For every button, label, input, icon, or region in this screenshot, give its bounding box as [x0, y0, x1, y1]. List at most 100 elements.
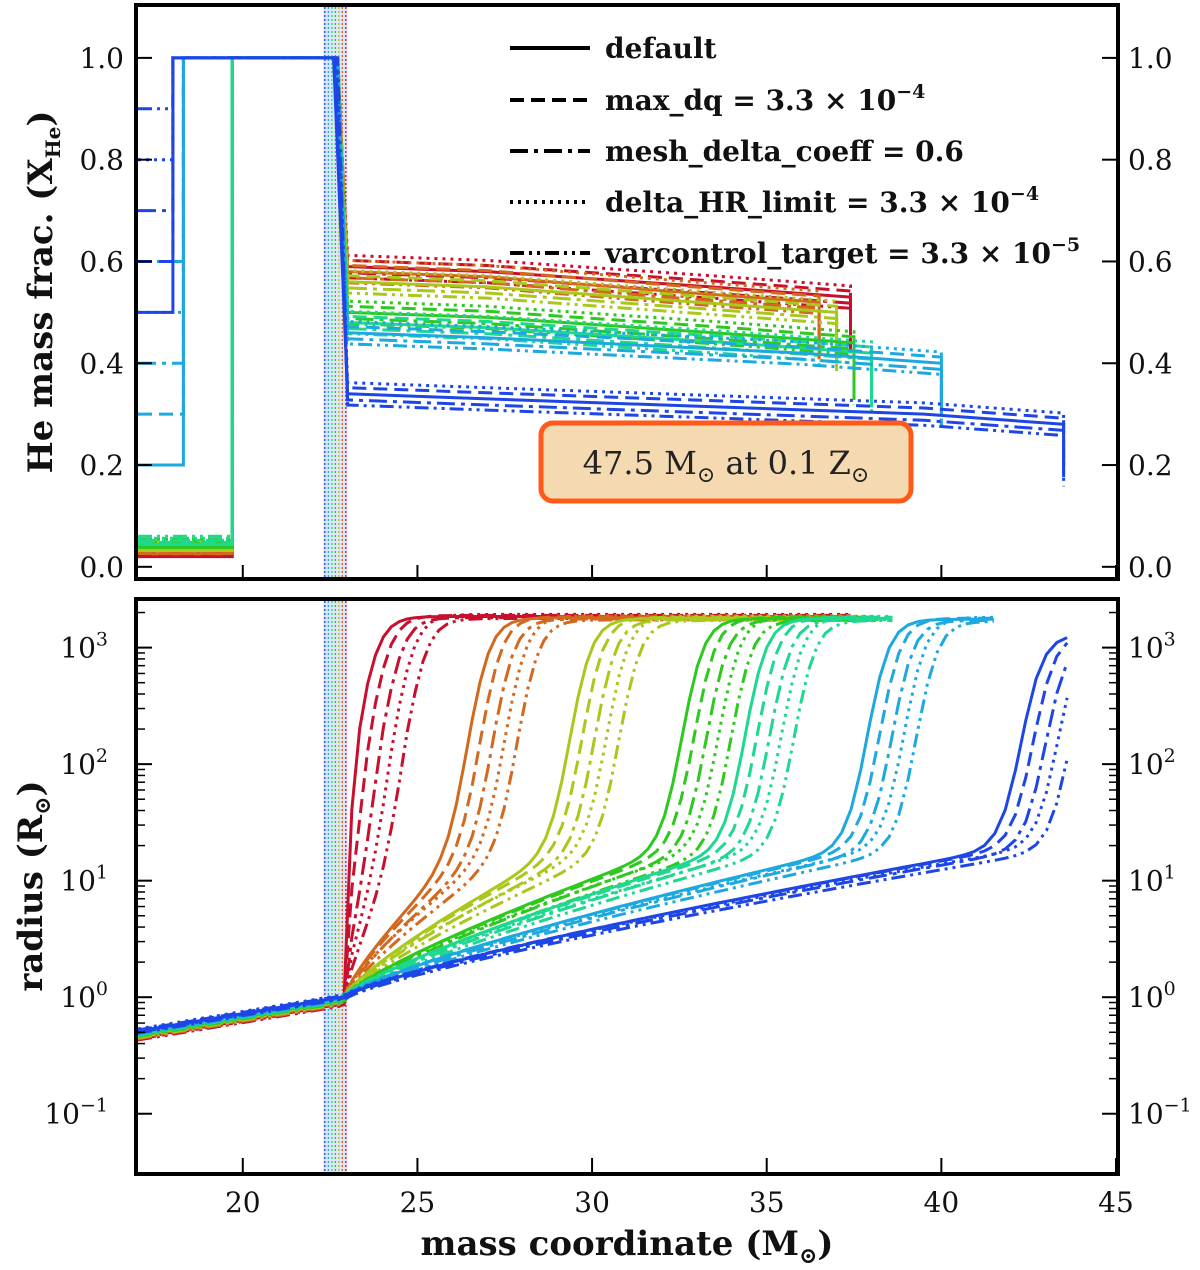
- bottom-ylabel-sun: ⊙: [30, 796, 56, 814]
- annotation-mass: 47.5 M: [583, 444, 697, 482]
- legend-text-max-dq: max_dq = 3.3 × 10: [605, 84, 896, 117]
- bottom-shaded-band: [323, 601, 348, 1172]
- xlabel: mass coordinate (M⊙): [421, 1224, 834, 1269]
- tick-exp: 3: [1164, 629, 1176, 651]
- tick-exp: 1: [1164, 862, 1176, 884]
- annotation-sun: ⊙: [697, 463, 715, 488]
- bottom-ylabel: radius (R⊙): [11, 780, 56, 991]
- ytick-label-right: 0.6: [1128, 245, 1173, 278]
- xlabel-sun: ⊙: [799, 1243, 817, 1269]
- ytick-label-right: 103: [1128, 629, 1176, 665]
- tick-exp: 2: [1164, 745, 1176, 767]
- ytick-label-left: 100: [60, 978, 108, 1014]
- legend-exp-delta-hr: −4: [1010, 183, 1039, 205]
- ytick-label-left: 103: [60, 629, 108, 665]
- tick-exp: 3: [96, 629, 108, 651]
- radius-profile-line: [137, 615, 879, 1035]
- ytick-label-left: 1.0: [79, 42, 124, 75]
- tick-exp: 0: [1164, 978, 1176, 1000]
- ytick-label-right: 0.2: [1128, 449, 1173, 482]
- xtick-label: 35: [749, 1186, 785, 1219]
- tick-base: 10: [60, 981, 96, 1014]
- xtick-label: 45: [1098, 1186, 1134, 1219]
- top-ylabel: He mass frac. (XHe): [21, 111, 65, 474]
- tick-base: 10: [1128, 865, 1164, 898]
- annotation-sun2: ⊙: [851, 463, 869, 488]
- ytick-label-left: 102: [60, 745, 108, 781]
- tick-exp: 2: [96, 745, 108, 767]
- ytick-label-right: 0.0: [1128, 551, 1173, 584]
- legend-exp-max-dq: −4: [896, 81, 925, 103]
- radius-profile-line: [137, 617, 854, 1040]
- radius-profile-line: [137, 616, 994, 1033]
- tick-base: 10: [1128, 981, 1164, 1014]
- ytick-label-left: 10−1: [44, 1095, 108, 1131]
- legend-text-varcontrol: varcontrol_target = 3.3 × 10: [604, 237, 1051, 270]
- tick-exp: −1: [1164, 1095, 1192, 1117]
- top-ylabel-sub: He: [41, 127, 65, 159]
- radius-profile-line: [137, 614, 879, 1034]
- annotation-box: 47.5 M⊙ at 0.1 Z⊙: [538, 420, 914, 504]
- ytick-label-left: 0.2: [79, 449, 124, 482]
- legend-label-delta-hr: delta_HR_limit = 3.3 × 10−4: [605, 183, 1039, 219]
- radius-profile-line: [137, 614, 872, 1036]
- radius-profile-line: [137, 618, 879, 1038]
- radius-profile-line: [137, 641, 1069, 1032]
- ytick-label-right: 102: [1128, 745, 1176, 781]
- top-ticks: 0.0 0.0 0.2 0.2 0.4 0.4 0.6 0.6 0.8 0.8 1.0 1.0: [79, 42, 1172, 584]
- radius-profile-line: [137, 662, 1069, 1034]
- ytick-label-right: 100: [1128, 978, 1176, 1014]
- ytick-label-right: 0.4: [1128, 347, 1173, 380]
- he-profile-line: [138, 56, 943, 426]
- xtick-label: 30: [574, 1186, 610, 1219]
- tick-base: 10: [60, 865, 96, 898]
- ytick-label-right: 1.0: [1128, 42, 1173, 75]
- ytick-label-left: 0.8: [79, 144, 124, 177]
- annotation-mid: at 0.1 Z: [715, 444, 851, 482]
- legend-exp-varcontrol: −5: [1051, 234, 1080, 256]
- tick-base: 10: [1128, 748, 1164, 781]
- ytick-label-right: 0.8: [1128, 144, 1173, 177]
- ytick-label-left: 0.4: [79, 347, 124, 380]
- tick-base: 10: [60, 748, 96, 781]
- top-curves: [138, 56, 1066, 559]
- bottom-ylabel-text: radius (R: [11, 814, 51, 991]
- he-profile-line: [138, 56, 856, 543]
- legend-label-max-dq: max_dq = 3.3 × 10−4: [605, 81, 925, 117]
- xlabel-text: mass coordinate (M: [421, 1224, 799, 1264]
- legend-label-default: default: [605, 32, 717, 65]
- top-panel: 0.0 0.0 0.2 0.2 0.4 0.4 0.6 0.6 0.8 0.8 1.0 1.0 def…: [21, 3, 1173, 584]
- legend: default max_dq = 3.3 × 10−4 mesh_delta_c…: [510, 32, 1080, 270]
- ytick-label-left: 101: [60, 862, 108, 898]
- xlabel-close: ): [817, 1224, 833, 1264]
- legend-text-delta-hr: delta_HR_limit = 3.3 × 10: [605, 186, 1010, 219]
- tick-exp: 1: [96, 862, 108, 884]
- he-profile-line: [138, 56, 873, 540]
- he-profile-line: [138, 56, 1066, 464]
- annotation-text: 47.5 M⊙ at 0.1 Z⊙: [583, 444, 870, 488]
- xtick-label: 20: [225, 1186, 261, 1219]
- radius-profile-line: [137, 615, 872, 1036]
- bottom-frame: [134, 597, 1120, 1176]
- tick-base: 10: [1128, 632, 1164, 665]
- ytick-label-right: 101: [1128, 862, 1176, 898]
- top-ylabel-close: ): [21, 111, 61, 127]
- bottom-ylabel-close: ): [11, 780, 51, 796]
- top-ylabel-text: He mass frac. (X: [21, 158, 61, 474]
- tick-exp: −1: [80, 1095, 108, 1117]
- tick-base: 10: [60, 632, 96, 665]
- legend-label-mesh: mesh_delta_coeff = 0.6: [605, 135, 964, 168]
- tick-base: 10: [44, 1098, 80, 1131]
- he-profile-line: [138, 56, 1066, 487]
- ytick-label-left: 0.0: [79, 551, 124, 584]
- xtick-label: 40: [924, 1186, 960, 1219]
- legend-label-varcontrol: varcontrol_target = 3.3 × 10−5: [604, 234, 1080, 270]
- tick-exp: 0: [96, 978, 108, 1000]
- bottom-curves: [137, 612, 1069, 1042]
- tick-base: 10: [1128, 1098, 1164, 1131]
- xtick-label: 25: [400, 1186, 436, 1219]
- ytick-label-left: 0.6: [79, 245, 124, 278]
